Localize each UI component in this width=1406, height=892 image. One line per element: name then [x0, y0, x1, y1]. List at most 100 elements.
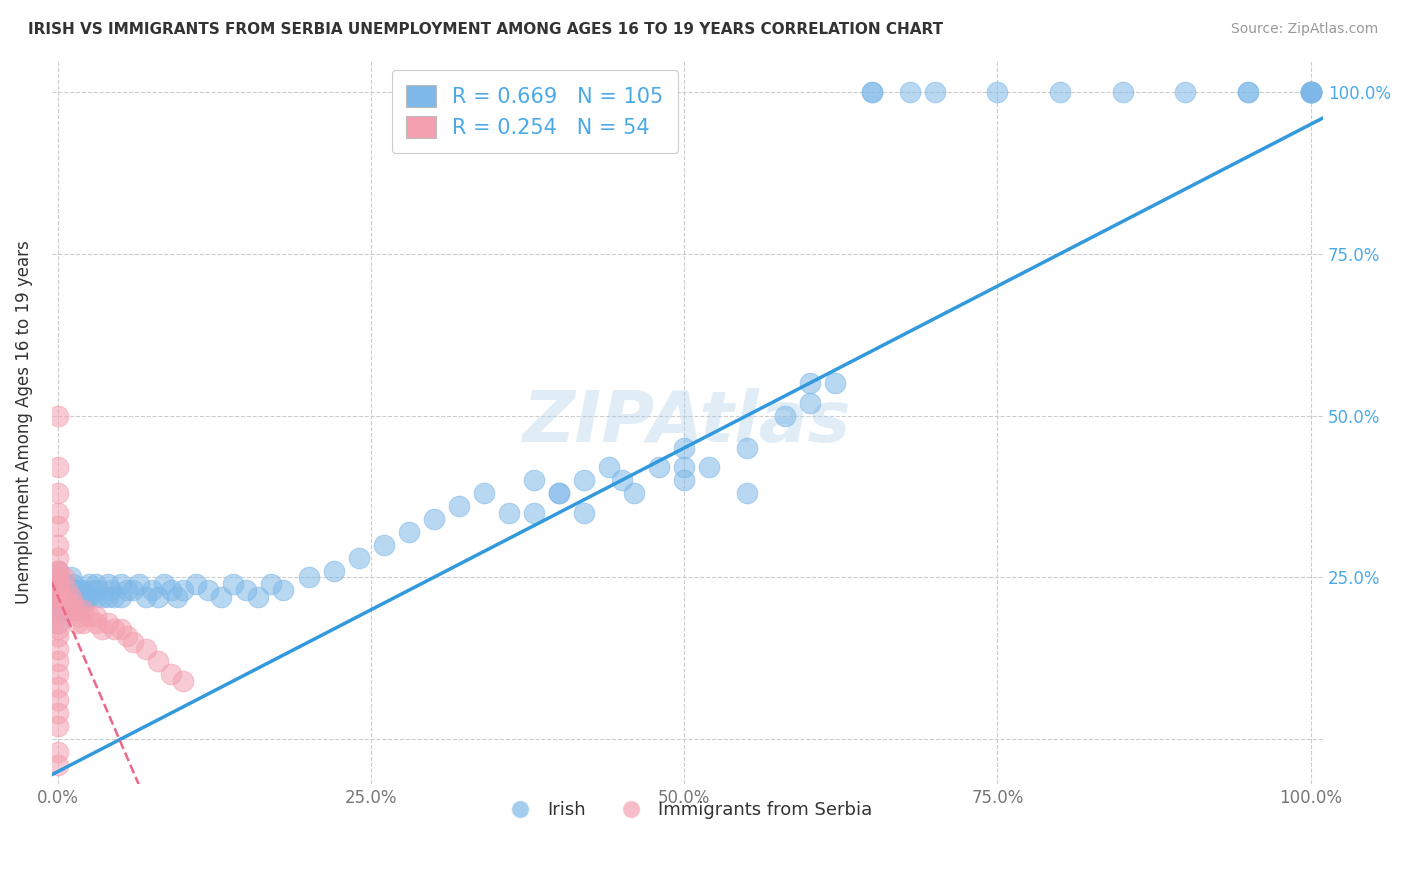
Point	[46, 693, 69, 707]
Point	[46, 706, 69, 721]
Point	[53, 603, 76, 617]
Point	[46, 615, 69, 630]
Point	[84, 609, 107, 624]
Point	[1299, 85, 1322, 99]
Point	[1299, 85, 1322, 99]
Point	[46, 603, 69, 617]
Point	[548, 486, 571, 500]
Point	[46, 570, 69, 584]
Point	[773, 409, 796, 423]
Point	[699, 460, 721, 475]
Point	[159, 583, 181, 598]
Point	[84, 615, 107, 630]
Point	[148, 590, 170, 604]
Point	[46, 719, 69, 733]
Point	[46, 655, 69, 669]
Point	[79, 590, 101, 604]
Point	[46, 609, 69, 624]
Point	[610, 473, 633, 487]
Point	[59, 603, 82, 617]
Point	[148, 655, 170, 669]
Point	[235, 583, 257, 598]
Point	[46, 596, 69, 610]
Point	[59, 590, 82, 604]
Point	[153, 576, 176, 591]
Point	[523, 506, 546, 520]
Point	[72, 615, 94, 630]
Point	[222, 576, 245, 591]
Point	[260, 576, 283, 591]
Point	[87, 583, 110, 598]
Point	[46, 667, 69, 681]
Point	[97, 615, 120, 630]
Point	[110, 622, 132, 636]
Point	[97, 590, 120, 604]
Point	[673, 441, 696, 455]
Point	[799, 395, 821, 409]
Point	[67, 609, 90, 624]
Point	[72, 596, 94, 610]
Point	[59, 583, 82, 598]
Point	[472, 486, 495, 500]
Point	[1299, 85, 1322, 99]
Point	[673, 473, 696, 487]
Point	[986, 85, 1008, 99]
Text: IRISH VS IMMIGRANTS FROM SERBIA UNEMPLOYMENT AMONG AGES 16 TO 19 YEARS CORRELATI: IRISH VS IMMIGRANTS FROM SERBIA UNEMPLOY…	[28, 22, 943, 37]
Point	[46, 758, 69, 772]
Point	[447, 499, 470, 513]
Legend: Irish, Immigrants from Serbia: Irish, Immigrants from Serbia	[495, 794, 880, 826]
Point	[735, 441, 758, 455]
Point	[46, 576, 69, 591]
Point	[1049, 85, 1071, 99]
Point	[55, 583, 77, 598]
Point	[623, 486, 645, 500]
Point	[860, 85, 883, 99]
Point	[46, 629, 69, 643]
Point	[247, 590, 270, 604]
Point	[46, 583, 69, 598]
Point	[62, 596, 84, 610]
Point	[1299, 85, 1322, 99]
Point	[62, 590, 84, 604]
Point	[46, 564, 69, 578]
Point	[46, 590, 69, 604]
Point	[90, 622, 112, 636]
Point	[898, 85, 921, 99]
Point	[572, 506, 595, 520]
Point	[46, 486, 69, 500]
Point	[159, 667, 181, 681]
Point	[1299, 85, 1322, 99]
Point	[65, 583, 87, 598]
Point	[46, 518, 69, 533]
Point	[46, 550, 69, 565]
Point	[66, 615, 89, 630]
Point	[1237, 85, 1260, 99]
Point	[273, 583, 295, 598]
Point	[115, 583, 138, 598]
Point	[79, 609, 101, 624]
Point	[197, 583, 219, 598]
Point	[103, 622, 125, 636]
Text: Source: ZipAtlas.com: Source: ZipAtlas.com	[1230, 22, 1378, 37]
Point	[373, 538, 395, 552]
Point	[46, 564, 69, 578]
Point	[1174, 85, 1197, 99]
Point	[65, 603, 87, 617]
Point	[75, 590, 97, 604]
Point	[423, 512, 446, 526]
Point	[46, 596, 69, 610]
Point	[103, 590, 125, 604]
Point	[1237, 85, 1260, 99]
Point	[548, 486, 571, 500]
Point	[69, 590, 91, 604]
Point	[110, 576, 132, 591]
Point	[122, 583, 145, 598]
Point	[46, 564, 69, 578]
Point	[72, 583, 94, 598]
Point	[56, 596, 79, 610]
Point	[860, 85, 883, 99]
Point	[80, 583, 103, 598]
Point	[53, 570, 76, 584]
Point	[135, 641, 157, 656]
Point	[67, 583, 90, 598]
